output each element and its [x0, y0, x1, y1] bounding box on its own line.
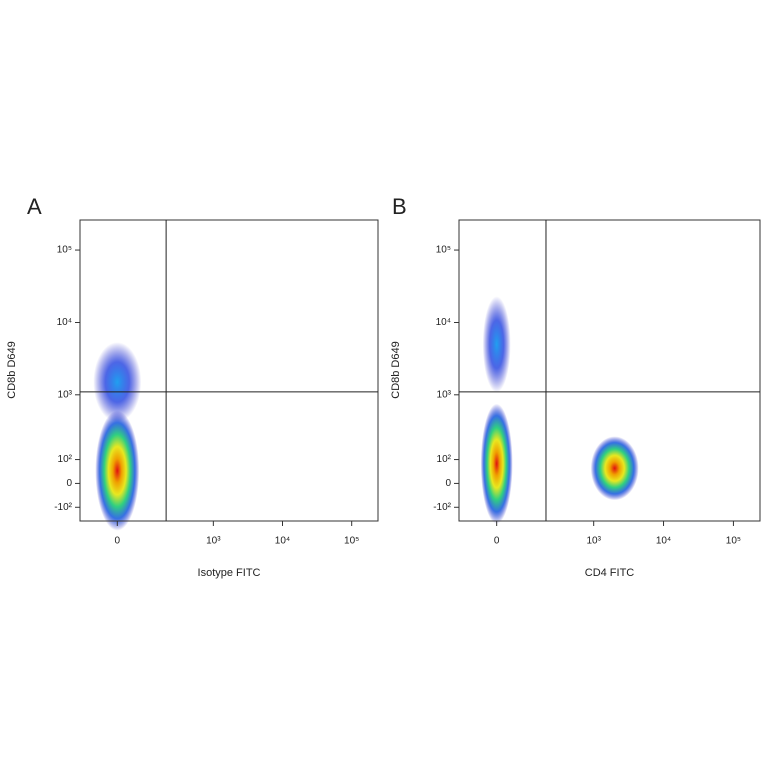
y-tick-label: 0 — [445, 478, 451, 489]
x-tick-label: 0 — [494, 536, 500, 547]
population — [93, 342, 142, 423]
population — [482, 296, 511, 393]
population — [590, 436, 639, 501]
y-tick-label: 10² — [437, 454, 452, 465]
panel-label: B — [392, 194, 407, 219]
x-tick-label: 0 — [115, 536, 121, 547]
y-tick-label: 10² — [58, 454, 73, 465]
y-tick-label: -10² — [54, 502, 72, 513]
y-tick-label: 10⁴ — [57, 317, 72, 328]
y-tick-label: 10⁵ — [436, 245, 451, 256]
y-tick-label: 10³ — [58, 389, 73, 400]
y-tick-label: 10³ — [437, 389, 452, 400]
y-tick-label: -10² — [433, 502, 451, 513]
x-tick-label: 10³ — [206, 536, 221, 547]
population — [95, 410, 140, 531]
plot-frame — [79, 219, 379, 522]
x-tick-label: 10⁴ — [275, 536, 290, 547]
x-tick-label: 10³ — [586, 536, 601, 547]
population — [480, 403, 513, 524]
y-tick-label: 0 — [66, 478, 72, 489]
panel-label: A — [27, 194, 42, 219]
y-tick-label: 10⁵ — [57, 245, 72, 256]
x-axis-label: Isotype FITC — [198, 567, 261, 579]
x-tick-label: 10⁴ — [656, 536, 671, 547]
y-axis-label: CD8b D649 — [6, 341, 18, 398]
y-axis-label: CD8b D649 — [390, 341, 402, 398]
y-tick-label: 10⁴ — [436, 317, 451, 328]
x-axis-label: CD4 FITC — [585, 567, 635, 579]
x-tick-label: 10⁵ — [344, 536, 359, 547]
plot-frame — [458, 219, 761, 522]
x-tick-label: 10⁵ — [726, 536, 741, 547]
